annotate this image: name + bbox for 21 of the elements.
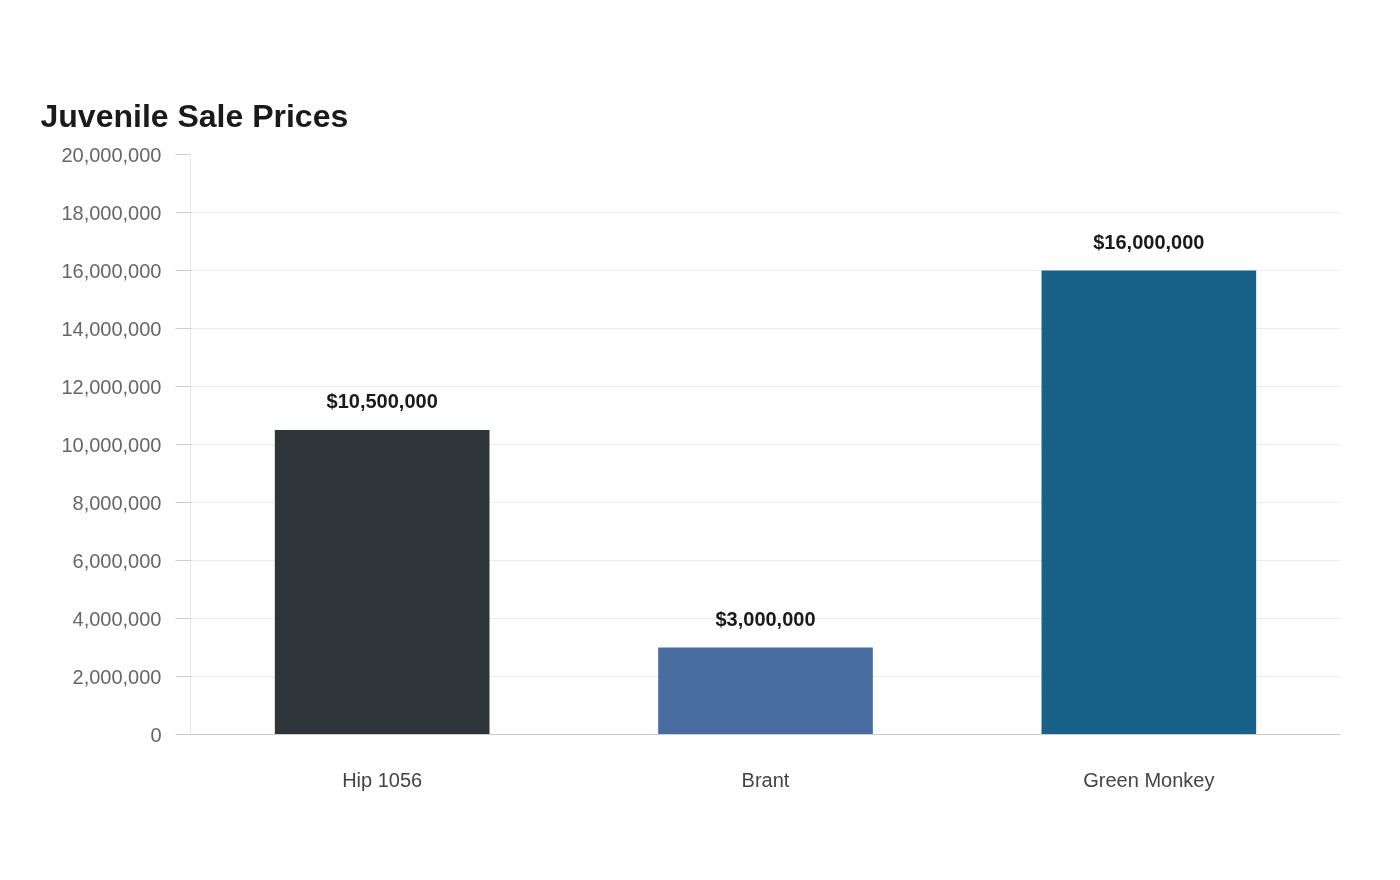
x-tick-label: Hip 1056 [342,768,423,791]
y-tick-label: 14,000,000 [61,317,162,340]
x-tick-label: Green Monkey [1083,768,1215,791]
data-label: $10,500,000 [326,390,438,412]
y-tick-label: 12,000,000 [61,375,162,398]
x-tick-label: Brant [741,768,790,791]
data-label: $16,000,000 [1093,230,1205,253]
data-label: $3,000,000 [715,607,816,630]
y-tick-label: 10,000,000 [61,433,162,456]
bar [274,430,490,735]
y-tick-label: 6,000,000 [72,549,162,572]
y-tick-label: 4,000,000 [72,607,162,630]
y-tick-label: 18,000,000 [61,201,162,224]
y-tick-label: 2,000,000 [72,665,162,688]
bar [1041,270,1257,735]
chart-title: Juvenile Sale Prices [40,97,349,134]
y-tick-label: 8,000,000 [72,491,162,514]
y-tick-label: 16,000,000 [61,259,162,282]
y-tick-label: 20,000,000 [61,143,162,166]
bar [658,647,873,735]
y-tick-label: 0 [150,723,162,746]
